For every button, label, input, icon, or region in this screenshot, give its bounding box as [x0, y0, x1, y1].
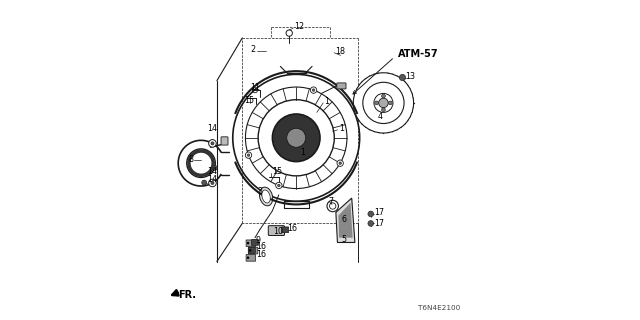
- Text: 15: 15: [244, 96, 255, 105]
- Text: 16: 16: [257, 242, 266, 251]
- Text: 14: 14: [207, 124, 218, 133]
- Circle shape: [337, 160, 343, 166]
- FancyBboxPatch shape: [246, 254, 255, 261]
- Text: 3: 3: [257, 187, 262, 196]
- Text: FR.: FR.: [178, 291, 196, 300]
- Circle shape: [381, 108, 385, 112]
- Circle shape: [381, 94, 385, 98]
- Circle shape: [287, 128, 306, 147]
- Circle shape: [247, 256, 249, 259]
- Text: 7: 7: [328, 197, 333, 206]
- Circle shape: [212, 165, 218, 171]
- FancyBboxPatch shape: [282, 227, 289, 233]
- Text: 9: 9: [256, 236, 261, 245]
- Text: 5: 5: [342, 236, 347, 244]
- Circle shape: [353, 73, 413, 133]
- Text: 13: 13: [405, 72, 415, 81]
- Circle shape: [276, 182, 282, 189]
- FancyBboxPatch shape: [337, 83, 346, 89]
- Circle shape: [368, 220, 374, 226]
- Text: 1: 1: [300, 148, 305, 156]
- Text: 2: 2: [250, 45, 255, 54]
- Ellipse shape: [262, 190, 270, 203]
- Circle shape: [312, 89, 315, 92]
- Text: 12: 12: [294, 22, 304, 31]
- Circle shape: [245, 152, 252, 158]
- Text: 14: 14: [207, 174, 218, 184]
- Text: 18: 18: [335, 47, 345, 56]
- Circle shape: [399, 74, 406, 81]
- Circle shape: [249, 249, 252, 252]
- Text: 1: 1: [339, 124, 344, 133]
- Text: 8: 8: [188, 155, 193, 164]
- Circle shape: [374, 101, 378, 105]
- Text: T6N4E2100: T6N4E2100: [419, 306, 461, 311]
- Circle shape: [363, 82, 404, 124]
- Circle shape: [202, 180, 207, 185]
- Circle shape: [211, 142, 214, 145]
- Circle shape: [388, 101, 392, 105]
- Circle shape: [368, 211, 374, 217]
- Text: 15: 15: [273, 167, 282, 176]
- FancyBboxPatch shape: [246, 240, 255, 247]
- FancyBboxPatch shape: [248, 248, 255, 253]
- Text: 17: 17: [374, 219, 385, 228]
- Polygon shape: [336, 198, 355, 243]
- Circle shape: [247, 154, 250, 156]
- Text: ATM-57: ATM-57: [397, 49, 438, 59]
- FancyBboxPatch shape: [268, 226, 284, 236]
- Text: 17: 17: [374, 208, 385, 217]
- Polygon shape: [339, 203, 353, 238]
- Text: 10: 10: [273, 227, 283, 236]
- Text: 4: 4: [378, 112, 383, 121]
- FancyBboxPatch shape: [221, 137, 228, 145]
- Text: 16: 16: [256, 250, 266, 259]
- Circle shape: [379, 98, 388, 108]
- Circle shape: [209, 179, 216, 187]
- Text: 14: 14: [207, 167, 218, 176]
- Ellipse shape: [259, 187, 273, 206]
- Circle shape: [339, 162, 341, 164]
- Circle shape: [247, 242, 249, 244]
- Text: 1: 1: [324, 97, 330, 106]
- FancyBboxPatch shape: [252, 240, 259, 245]
- Text: 16: 16: [287, 224, 298, 233]
- Circle shape: [278, 184, 280, 187]
- FancyBboxPatch shape: [248, 247, 258, 254]
- Circle shape: [209, 140, 216, 147]
- Circle shape: [310, 87, 317, 93]
- Text: 6: 6: [342, 215, 347, 224]
- Text: 11: 11: [250, 83, 260, 92]
- Circle shape: [211, 181, 214, 185]
- Circle shape: [273, 114, 320, 162]
